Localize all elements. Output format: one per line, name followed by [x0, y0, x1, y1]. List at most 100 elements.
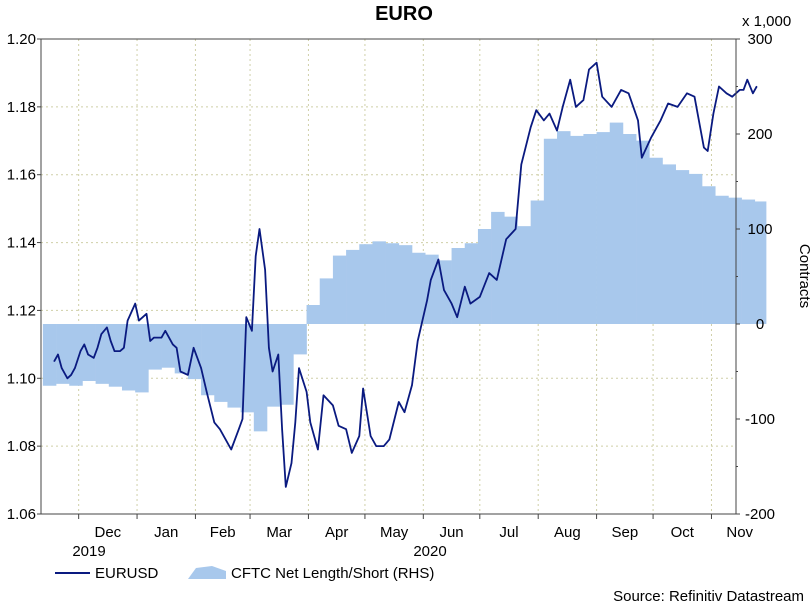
eurusd-point	[756, 85, 758, 88]
eurusd-point	[456, 316, 458, 318]
eurusd-point	[145, 313, 148, 315]
eurusd-point	[322, 394, 325, 396]
eurusd-point	[224, 438, 227, 440]
cftc-bar	[596, 132, 611, 324]
cftc-bar	[583, 134, 597, 324]
eurusd-point	[569, 79, 571, 81]
eurusd-point	[739, 89, 741, 91]
cftc-bar	[464, 243, 479, 324]
cftc-bar	[398, 245, 413, 324]
cftc-bar	[543, 138, 558, 324]
eurusd-point	[87, 353, 89, 356]
right-tick-label: 200	[747, 126, 772, 143]
eurusd-point	[362, 387, 364, 390]
eurusd-point	[277, 353, 279, 356]
eurusd-point	[337, 425, 340, 427]
cftc-bar	[688, 173, 703, 324]
cftc-bar	[425, 254, 439, 324]
right-axis-unit: x 1,000	[742, 13, 791, 30]
cftc-bar	[227, 324, 241, 408]
eurusd-point	[375, 445, 377, 447]
cftc-bar	[306, 305, 321, 324]
eurusd-point	[251, 330, 253, 332]
legend-label-cftc: CFTC Net Length/Short (RHS)	[231, 565, 434, 582]
eurusd-point	[93, 357, 95, 359]
cftc-bar	[319, 278, 334, 324]
cftc-bar	[517, 226, 531, 324]
cftc-bar	[385, 243, 400, 324]
left-tick-label: 1.14	[7, 235, 36, 252]
eurusd-point	[238, 428, 240, 430]
x-tick-label: Feb	[210, 524, 236, 541]
left-tick-label: 1.18	[7, 99, 36, 116]
eurusd-point	[650, 136, 652, 138]
eurusd-point	[712, 113, 714, 115]
eurusd-point	[345, 428, 347, 430]
eurusd-point	[430, 279, 432, 281]
cftc-bar	[95, 324, 110, 384]
eurusd-point	[285, 486, 287, 488]
eurusd-point	[383, 445, 385, 447]
eurusd-point	[206, 391, 208, 393]
cftc-bar	[636, 140, 650, 324]
x-tick-label: Mar	[266, 524, 292, 541]
x-tick-label: Nov	[726, 524, 753, 541]
x-tick-label: Apr	[325, 524, 348, 541]
x-tick-label: Jul	[499, 524, 518, 541]
eurusd-point	[79, 350, 82, 352]
eurusd-point	[70, 374, 72, 376]
eurusd-point	[255, 255, 257, 257]
legend-label-eurusd: EURUSD	[95, 565, 159, 582]
cftc-bar	[346, 249, 360, 324]
eurusd-point	[66, 377, 68, 379]
eurusd-point	[290, 462, 293, 464]
eurusd-point	[620, 89, 622, 91]
cftc-bar	[253, 324, 268, 432]
cftc-bar	[609, 122, 624, 324]
cftc-bar	[662, 164, 676, 324]
eurusd-point	[74, 367, 76, 369]
eurusd-point	[83, 343, 85, 345]
eurusd-point	[450, 303, 453, 305]
eurusd-point	[358, 435, 360, 437]
eurusd-point	[479, 296, 481, 298]
eurusd-point	[100, 333, 102, 335]
eurusd-point	[305, 391, 308, 393]
eurusd-point	[411, 384, 413, 386]
cftc-bar	[69, 324, 83, 386]
left-tick-label: 1.10	[7, 370, 36, 387]
eurusd-point	[693, 96, 696, 98]
eurusd-point	[127, 320, 129, 322]
eurusd-point	[588, 68, 590, 71]
eurusd-point	[268, 347, 270, 349]
cftc-bar	[293, 324, 307, 355]
eurusd-point	[742, 89, 745, 91]
eurusd-point	[388, 438, 391, 440]
cftc-bar	[148, 324, 162, 370]
cftc-bar	[702, 186, 716, 324]
right-tick-label: -200	[745, 506, 775, 523]
eurusd-point	[543, 119, 545, 122]
eurusd-point	[309, 421, 311, 423]
cftc-bar	[161, 324, 176, 368]
eurusd-point	[731, 96, 733, 98]
eurusd-point	[520, 163, 522, 166]
legend-area-swatch	[188, 566, 226, 579]
eurusd-point	[134, 303, 136, 305]
cftc-bar	[214, 324, 228, 402]
eurusd-point	[200, 367, 202, 369]
eurusd-point	[179, 370, 181, 373]
eurusd-point	[219, 428, 221, 430]
eurusd-point	[264, 269, 266, 271]
eurusd-point	[488, 272, 490, 274]
eurusd-point	[464, 286, 466, 288]
eurusd-point	[707, 150, 709, 152]
eurusd-point	[172, 343, 174, 345]
eurusd-point	[403, 411, 406, 413]
cftc-bar	[504, 216, 518, 324]
eurusd-point	[61, 367, 63, 369]
x-tick-label: May	[380, 524, 409, 541]
cftc-bar	[42, 324, 57, 386]
cftc-bar	[530, 200, 545, 324]
